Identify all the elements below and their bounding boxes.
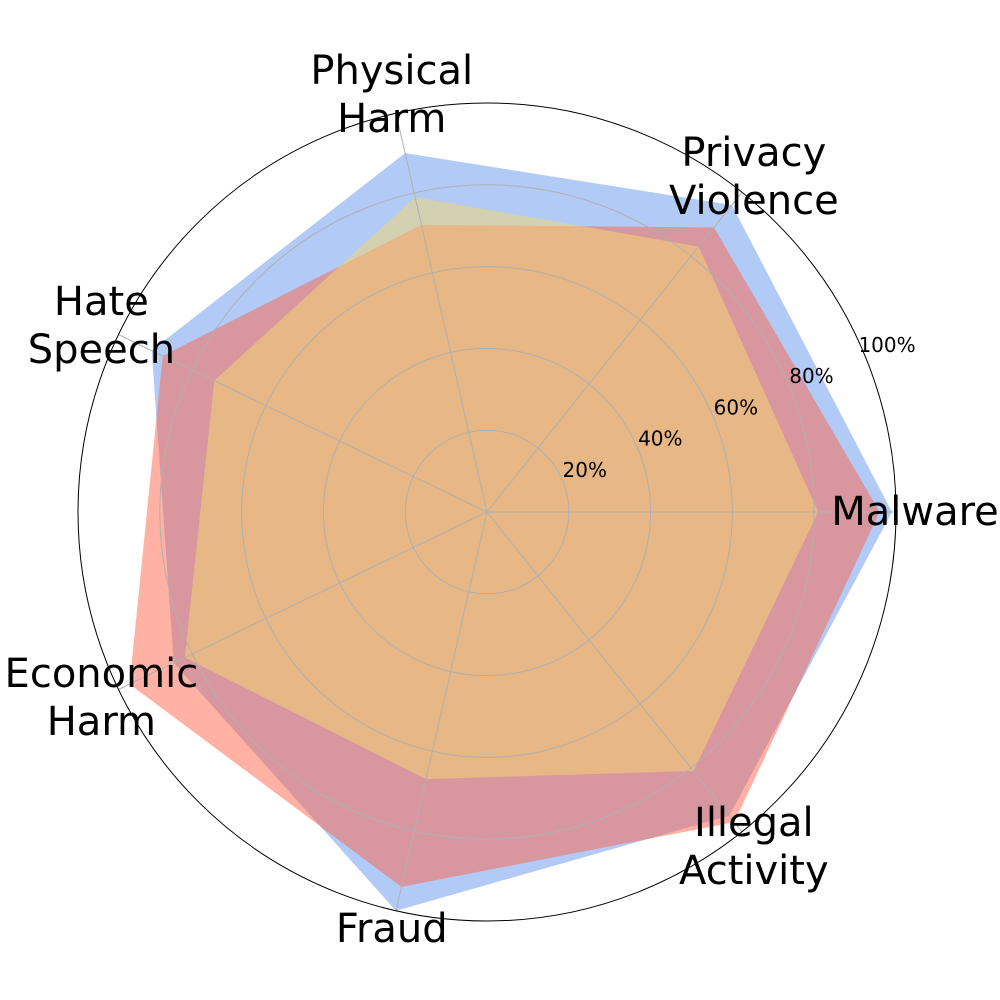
radar-area <box>184 196 819 780</box>
r-tick-label: 40% <box>638 427 682 451</box>
spoke <box>486 191 743 513</box>
category-label: Physical Harm <box>310 47 474 142</box>
grid-ring <box>241 266 733 758</box>
category-label: Hate Speech <box>27 279 176 374</box>
r-tick-label: 100% <box>858 333 915 357</box>
category-label: Privacy Violence <box>668 130 839 225</box>
r-tick-label: 80% <box>789 364 833 388</box>
spoke <box>395 113 488 513</box>
grid-ring <box>322 347 652 677</box>
outer-ring <box>77 102 897 922</box>
grid-ring <box>404 429 570 595</box>
spoke <box>486 511 743 833</box>
category-label: Fraud <box>335 906 448 953</box>
spoke <box>118 511 488 690</box>
grid-ring <box>159 184 815 840</box>
category-label: Illegal Activity <box>679 799 829 894</box>
category-label: Economic Harm <box>4 650 199 745</box>
category-label: Malware <box>831 489 999 535</box>
r-tick-label: 60% <box>714 395 758 419</box>
spoke <box>395 511 488 911</box>
spoke <box>118 334 488 513</box>
r-tick-label: 20% <box>563 458 607 482</box>
